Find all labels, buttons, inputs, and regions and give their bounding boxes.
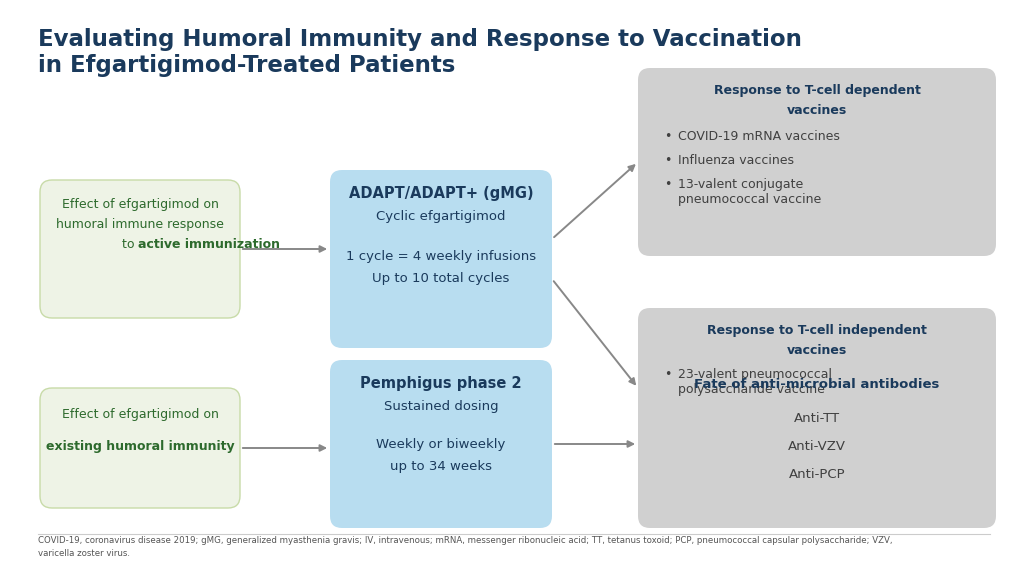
Text: •: • xyxy=(664,154,672,167)
FancyBboxPatch shape xyxy=(40,180,240,318)
Text: in Efgartigimod-Treated Patients: in Efgartigimod-Treated Patients xyxy=(38,54,456,77)
Text: •: • xyxy=(664,178,672,191)
FancyBboxPatch shape xyxy=(330,360,552,528)
Text: Pemphigus phase 2: Pemphigus phase 2 xyxy=(360,376,522,391)
FancyBboxPatch shape xyxy=(638,360,996,528)
Text: humoral immune response: humoral immune response xyxy=(56,218,224,231)
Text: COVID-19, coronavirus disease 2019; gMG, generalized myasthenia gravis; IV, intr: COVID-19, coronavirus disease 2019; gMG,… xyxy=(38,536,893,558)
Text: active immunization: active immunization xyxy=(138,238,280,251)
Text: vaccines: vaccines xyxy=(786,104,847,117)
Text: 13-valent conjugate
pneumococcal vaccine: 13-valent conjugate pneumococcal vaccine xyxy=(678,178,821,207)
FancyBboxPatch shape xyxy=(40,388,240,508)
Text: Effect of efgartigimod on: Effect of efgartigimod on xyxy=(61,408,218,421)
Text: ADAPT/ADAPT+ (gMG): ADAPT/ADAPT+ (gMG) xyxy=(349,186,534,201)
Text: existing humoral immunity: existing humoral immunity xyxy=(46,440,234,453)
Text: Weekly or biweekly: Weekly or biweekly xyxy=(376,438,506,451)
Text: Effect of efgartigimod on: Effect of efgartigimod on xyxy=(61,198,218,211)
FancyBboxPatch shape xyxy=(638,308,996,468)
Text: Anti-VZV: Anti-VZV xyxy=(788,440,846,453)
FancyBboxPatch shape xyxy=(638,68,996,256)
Text: 1 cycle = 4 weekly infusions: 1 cycle = 4 weekly infusions xyxy=(346,250,536,263)
Text: Response to T-cell independent: Response to T-cell independent xyxy=(707,324,927,337)
Text: to: to xyxy=(122,238,138,251)
Text: Anti-TT: Anti-TT xyxy=(794,412,840,425)
Text: •: • xyxy=(664,130,672,143)
Text: Cyclic efgartigimod: Cyclic efgartigimod xyxy=(376,210,506,223)
Text: 23-valent pneumococcal
polysaccharide vaccine: 23-valent pneumococcal polysaccharide va… xyxy=(678,368,831,396)
Text: COVID-19 mRNA vaccines: COVID-19 mRNA vaccines xyxy=(678,130,840,143)
Text: vaccines: vaccines xyxy=(786,344,847,357)
Text: Anti-PCP: Anti-PCP xyxy=(788,468,846,481)
Text: Fate of anti-microbial antibodies: Fate of anti-microbial antibodies xyxy=(694,378,940,391)
Text: Influenza vaccines: Influenza vaccines xyxy=(678,154,794,167)
Text: up to 34 weeks: up to 34 weeks xyxy=(390,460,492,473)
FancyBboxPatch shape xyxy=(330,170,552,348)
Text: Sustained dosing: Sustained dosing xyxy=(384,400,499,413)
Text: Up to 10 total cycles: Up to 10 total cycles xyxy=(373,272,510,285)
Text: •: • xyxy=(664,368,672,381)
Text: Evaluating Humoral Immunity and Response to Vaccination: Evaluating Humoral Immunity and Response… xyxy=(38,28,802,51)
Text: Response to T-cell dependent: Response to T-cell dependent xyxy=(714,84,921,97)
